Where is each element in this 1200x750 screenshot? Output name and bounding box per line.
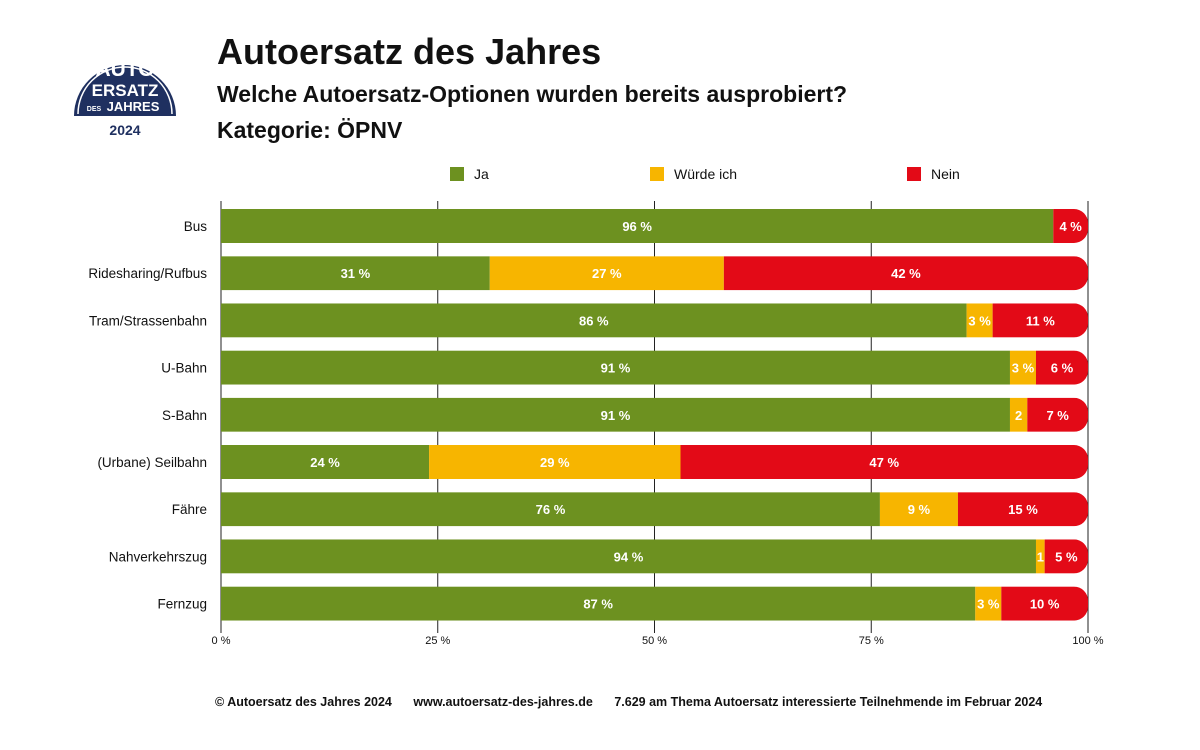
data-label-ja: 87 % (583, 597, 613, 612)
data-label-ja: 91 % (601, 361, 631, 376)
legend-item-wuerde-ich: Würde ich (650, 166, 737, 182)
category-label-fernzug: Fernzug (157, 597, 207, 612)
legend-swatch-ja (450, 167, 464, 181)
category-label: Kategorie: ÖPNV (217, 117, 403, 143)
bar-segment-ja (221, 586, 976, 621)
bar-segment-nein (1053, 209, 1088, 243)
svg-text:AUTO: AUTO (95, 58, 154, 81)
bar-segment-nein (1027, 397, 1088, 432)
bar-segment-nein (1044, 539, 1088, 574)
legend-label-ja: Ja (474, 166, 489, 182)
bar-segment-w-rde-ich (966, 303, 993, 338)
bar-row-tram-strassenbahn (221, 303, 1088, 338)
category-label-tram-strassenbahn: Tram/Strassenbahn (89, 313, 207, 328)
bar-segment-nein (680, 445, 1088, 479)
category-label-bus: Bus (184, 219, 208, 234)
x-tick-label: 0 % (212, 635, 231, 647)
data-label-ja: 96 % (622, 219, 652, 234)
bar-segment-ja (221, 350, 1010, 385)
bar-segment-w-rde-ich (975, 586, 1002, 621)
bar-row-nahverkehrszug (221, 539, 1088, 574)
bar-segment-ja (221, 539, 1036, 574)
bar-segment-w-rde-ich (879, 492, 958, 527)
bar-segment-nein (723, 256, 1088, 291)
data-label-w-rde-ich: 29 % (540, 455, 570, 470)
svg-text:2024: 2024 (109, 122, 140, 138)
x-tick-label: 50 % (642, 635, 667, 647)
legend-label-nein: Nein (931, 166, 960, 182)
bar-row-u-bahn (221, 350, 1088, 385)
data-label-ja: 94 % (614, 549, 644, 564)
bar-segment-w-rde-ich (1009, 350, 1036, 385)
data-label-w-rde-ich: 1 (1037, 549, 1044, 564)
x-tick-label: 25 % (425, 635, 450, 647)
data-label-w-rde-ich: 3 % (968, 313, 991, 328)
bar-segment-nein (992, 303, 1088, 338)
data-label-ja: 76 % (536, 502, 566, 517)
data-label-nein: 4 % (1059, 219, 1082, 234)
stacked-bar-chart: 0 % 25 % 50 % 75 % 100 %Bus 96 % 4 %Ridesharin… (88, 201, 1104, 647)
data-label-w-rde-ich: 9 % (908, 502, 931, 517)
data-label-ja: 24 % (310, 455, 340, 470)
category-label-u-bahn: U-Bahn (161, 361, 207, 376)
page-subtitle: Welche Autoersatz-Optionen wurden bereit… (217, 81, 848, 107)
legend-swatch-nein (907, 167, 921, 181)
autoersatz-logo: AUTO ERSATZ DES JAHRES 2024 (72, 38, 178, 142)
svg-text:DES: DES (87, 106, 102, 113)
legend-item-nein: Nein (907, 166, 960, 182)
bar-row-urbane-seilbahn (221, 445, 1088, 479)
svg-text:ERSATZ: ERSATZ (92, 81, 159, 100)
bar-row-bus (221, 209, 1088, 243)
bar-segment-w-rde-ich (1009, 397, 1028, 432)
bar-row-fernzug (221, 586, 1088, 621)
data-label-nein: 15 % (1008, 502, 1038, 517)
chart-legend: Ja Würde ich Nein (0, 166, 1200, 188)
data-label-ja: 31 % (341, 266, 371, 281)
bar-row-s-bahn (221, 397, 1088, 432)
bar-segment-ja (221, 303, 967, 338)
bar-segment-w-rde-ich (429, 445, 681, 479)
bar-segment-ja (221, 397, 1010, 432)
bar-segment-ja (221, 256, 490, 291)
data-label-ja: 91 % (601, 408, 631, 423)
data-label-w-rde-ich: 2 (1015, 408, 1022, 423)
bar-row-f-hre (221, 492, 1088, 527)
data-label-nein: 7 % (1046, 408, 1069, 423)
data-label-w-rde-ich: 3 % (1012, 361, 1035, 376)
footer-copyright: © Autoersatz des Jahres 2024 (215, 695, 392, 709)
bar-segment-ja (221, 492, 880, 527)
x-tick-label: 100 % (1072, 635, 1103, 647)
data-label-ja: 86 % (579, 313, 609, 328)
footer-url: www.autoersatz-des-jahres.de (413, 695, 593, 709)
category-label-s-bahn: S-Bahn (162, 408, 207, 423)
data-label-nein: 47 % (869, 455, 899, 470)
category-label-f-hre: Fähre (172, 502, 207, 517)
data-label-nein: 5 % (1055, 549, 1078, 564)
footer: © Autoersatz des Jahres 2024 www.autoers… (215, 695, 1060, 709)
data-label-nein: 10 % (1030, 597, 1060, 612)
data-label-nein: 11 % (1026, 313, 1055, 328)
data-label-nein: 6 % (1051, 361, 1074, 376)
page-title: Autoersatz des Jahres (217, 31, 602, 72)
data-label-w-rde-ich: 27 % (592, 266, 622, 281)
legend-swatch-wuerde-ich (650, 167, 664, 181)
legend-item-ja: Ja (450, 166, 489, 182)
bar-segment-nein (957, 492, 1088, 527)
bar-segment-ja (221, 209, 1054, 243)
category-label-nahverkehrszug: Nahverkehrszug (109, 549, 207, 564)
data-label-nein: 42 % (891, 266, 921, 281)
legend-label-wuerde-ich: Würde ich (674, 166, 738, 182)
category-label-urbane-seilbahn: (Urbane) Seilbahn (97, 455, 207, 470)
bar-row-ridesharing-rufbus (221, 256, 1088, 291)
footer-note: 7.629 am Thema Autoersatz interessierte … (614, 695, 1043, 709)
data-label-w-rde-ich: 3 % (977, 597, 1000, 612)
category-label-ridesharing-rufbus: Ridesharing/Rufbus (88, 266, 207, 281)
svg-text:JAHRES: JAHRES (107, 99, 160, 114)
x-tick-label: 75 % (859, 635, 884, 647)
bar-segment-w-rde-ich (489, 256, 724, 291)
bar-segment-ja (221, 445, 430, 479)
bar-segment-nein (1035, 350, 1088, 385)
bar-segment-nein (1001, 586, 1088, 621)
bar-segment-w-rde-ich (1035, 539, 1045, 574)
